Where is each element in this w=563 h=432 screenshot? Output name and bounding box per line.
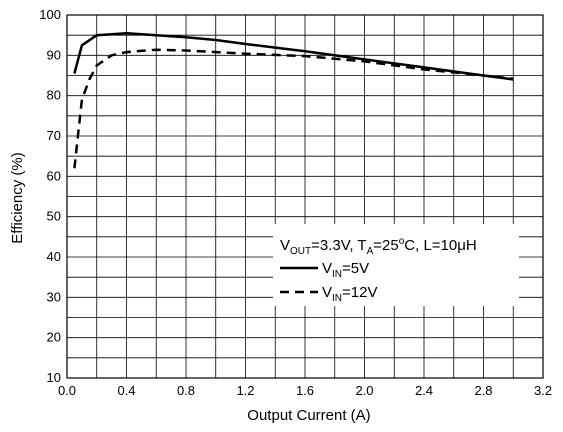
series-line-2 [73, 48, 514, 169]
y-axis-title: Efficiency (%) [9, 152, 26, 243]
y-tick-label-2: 30 [47, 289, 61, 304]
x-tick-label-5: 2.0 [355, 383, 373, 398]
x-tick-label-8: 3.2 [534, 383, 552, 398]
y-tick-label-3: 40 [47, 249, 61, 264]
y-tick-label-6: 70 [47, 128, 61, 143]
plot-border [66, 14, 544, 379]
legend-conditions: VOUT=3.3V, TA=25oC, L=10μH [280, 236, 477, 257]
y-tick-label-1: 20 [47, 330, 61, 345]
legend: VOUT=3.3V, TA=25oC, L=10μH VIN=5V VIN=12… [273, 224, 519, 306]
y-tick-label-0: 10 [47, 370, 61, 385]
series-lines [73, 31, 514, 169]
x-tick-label-3: 1.2 [236, 383, 254, 398]
legend-series-2-label: VIN=12V [322, 284, 377, 304]
x-tick-label-7: 2.8 [474, 383, 492, 398]
x-tick-label-0: 0.0 [58, 383, 76, 398]
y-tick-label-8: 90 [47, 47, 61, 62]
legend-inductance-value: C, L=10μH [404, 237, 476, 254]
legend-out-subscript: OUT [290, 246, 311, 257]
x-tick-label-1: 0.4 [117, 383, 135, 398]
series-line-1 [73, 31, 514, 81]
legend-series-1-label: VIN=5V [322, 260, 369, 280]
legend-degree-symbol: o [399, 236, 405, 247]
y-tick-label-7: 80 [47, 88, 61, 103]
x-tick-label-4: 1.6 [296, 383, 314, 398]
x-tick-label-6: 2.4 [415, 383, 433, 398]
legend-v-symbol: V [280, 237, 290, 254]
legend-ta-value: =25 [373, 237, 398, 254]
y-tick-label-4: 50 [47, 209, 61, 224]
y-tick-label-9: 100 [39, 7, 61, 22]
x-axis-title: Output Current (A) [247, 407, 370, 424]
y-tick-label-5: 60 [47, 168, 61, 183]
grid [66, 14, 544, 379]
tick-labels: 0.0 0.4 0.8 1.2 1.6 2.0 2.4 2.8 3.2 10 20 30 40 50 60 7… [39, 7, 552, 398]
x-tick-label-2: 0.8 [177, 383, 195, 398]
legend-ta-subscript: A [367, 246, 374, 257]
legend-vout-value: =3.3V, T [311, 237, 366, 254]
